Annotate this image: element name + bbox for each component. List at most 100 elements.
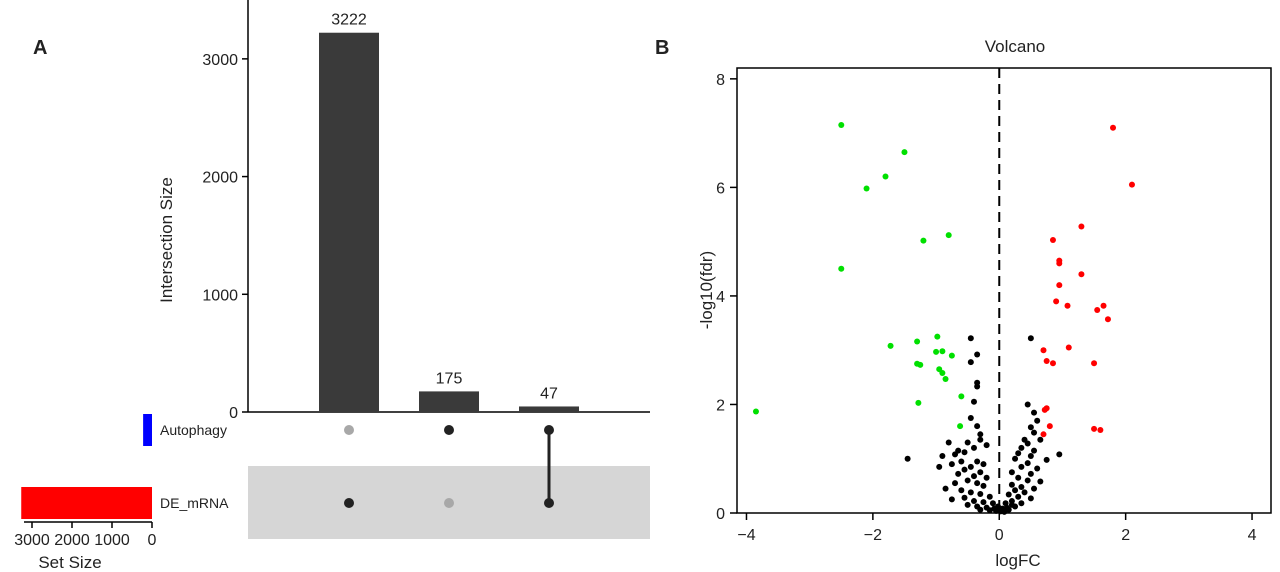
volcano-point: [1024, 460, 1031, 467]
volcano-point: [967, 415, 974, 422]
volcano-axes: −4 −2 0 2 4 0 2 4 6 8: [716, 72, 1256, 544]
volcano-point: [967, 359, 974, 366]
volcano-point: [882, 173, 889, 180]
intersection-bar: [519, 406, 579, 412]
volcano-point: [934, 333, 941, 340]
volcano-point: [1027, 495, 1034, 502]
set-size-tick-label: 0: [148, 532, 157, 549]
volcano-point: [1005, 506, 1012, 513]
volcano-point: [967, 335, 974, 342]
volcano-point: [939, 453, 946, 460]
y-tick-label: 8: [716, 72, 725, 89]
volcano-point: [1031, 485, 1038, 492]
volcano-point: [986, 493, 993, 500]
volcano-point: [967, 489, 974, 496]
volcano-point: [1056, 260, 1063, 267]
volcano-point: [980, 482, 987, 489]
volcano-point: [1097, 426, 1104, 433]
volcano-point: [948, 461, 955, 468]
volcano-point: [1046, 423, 1053, 430]
volcano-point: [933, 348, 940, 355]
volcano-point: [970, 398, 977, 405]
volcano-point: [948, 496, 955, 503]
volcano-point: [917, 361, 924, 368]
volcano-point: [970, 498, 977, 505]
volcano-point: [1018, 483, 1025, 490]
volcano-point: [1034, 465, 1041, 472]
volcano-point: [989, 500, 996, 507]
volcano-point: [1027, 424, 1034, 431]
volcano-point: [1018, 500, 1025, 507]
intersection-bar-label: 175: [436, 370, 463, 387]
volcano-point: [1056, 282, 1063, 289]
volcano-point: [1031, 429, 1038, 436]
set-size-tick-label: 2000: [54, 532, 90, 549]
volcano-point: [974, 480, 981, 487]
volcano-point: [945, 232, 952, 239]
matrix-dot-active: [344, 498, 354, 508]
panel-b-label: B: [655, 37, 669, 59]
volcano-point: [958, 487, 965, 494]
volcano-x-label: logFC: [995, 551, 1040, 570]
volcano-point: [1027, 470, 1034, 477]
volcano-point: [1012, 503, 1019, 510]
y-tick-label: 4: [716, 289, 725, 306]
volcano-point: [1049, 360, 1056, 367]
volcano-point: [1002, 500, 1009, 507]
intersection-bar: [319, 32, 379, 412]
volcano-point: [936, 463, 943, 470]
volcano-point: [1091, 360, 1098, 367]
volcano-point: [1024, 401, 1031, 408]
volcano-point: [977, 506, 984, 513]
volcano-point: [967, 463, 974, 470]
volcano-point: [942, 375, 949, 382]
x-tick-label: −2: [864, 527, 882, 544]
volcano-point: [1034, 417, 1041, 424]
volcano-point: [964, 439, 971, 446]
y-tick-label: 2: [716, 397, 725, 414]
volcano-point: [977, 436, 984, 443]
set-name-label: Autophagy: [160, 422, 227, 438]
volcano-point: [964, 501, 971, 508]
volcano-title: Volcano: [985, 37, 1046, 56]
volcano-point: [1040, 347, 1047, 354]
volcano-point: [920, 237, 927, 244]
volcano-point: [1049, 237, 1056, 244]
volcano-point: [1104, 316, 1111, 323]
volcano-point: [958, 458, 965, 465]
volcano-point: [942, 485, 949, 492]
volcano-point: [901, 149, 908, 156]
intersection-bar-label: 47: [540, 385, 558, 402]
volcano-point: [1065, 344, 1072, 351]
volcano-point: [1008, 498, 1015, 505]
x-tick-label: 2: [1121, 527, 1130, 544]
volcano-point: [961, 449, 968, 456]
volcano-point: [1015, 450, 1022, 457]
volcano-point: [1027, 453, 1034, 460]
volcano-point: [964, 477, 971, 484]
y-tick-label: 0: [229, 405, 238, 422]
volcano-point: [1008, 481, 1015, 488]
volcano-point: [1078, 223, 1085, 230]
set-size-tick-label: 3000: [14, 532, 50, 549]
intersection-bars: 3222 175 47: [319, 12, 579, 412]
volcano-point: [863, 185, 870, 192]
volcano-point: [838, 265, 845, 272]
volcano-point: [957, 423, 964, 430]
volcano-point: [1027, 335, 1034, 342]
volcano-point: [948, 352, 955, 359]
volcano-point: [974, 423, 981, 430]
y-tick-label: 2000: [202, 170, 238, 187]
volcano-point: [980, 461, 987, 468]
volcano-point: [980, 499, 987, 506]
volcano-point: [958, 393, 965, 400]
volcano-point: [915, 399, 922, 406]
volcano-point: [838, 121, 845, 128]
volcano-point: [1043, 456, 1050, 463]
set-size-bars: Autophagy DE_mRNA 3000 2000 1000 0: [14, 414, 229, 549]
volcano-point: [914, 338, 921, 345]
volcano-point: [983, 442, 990, 449]
matrix-dot-inactive: [344, 425, 354, 435]
matrix-dot-inactive: [444, 498, 454, 508]
